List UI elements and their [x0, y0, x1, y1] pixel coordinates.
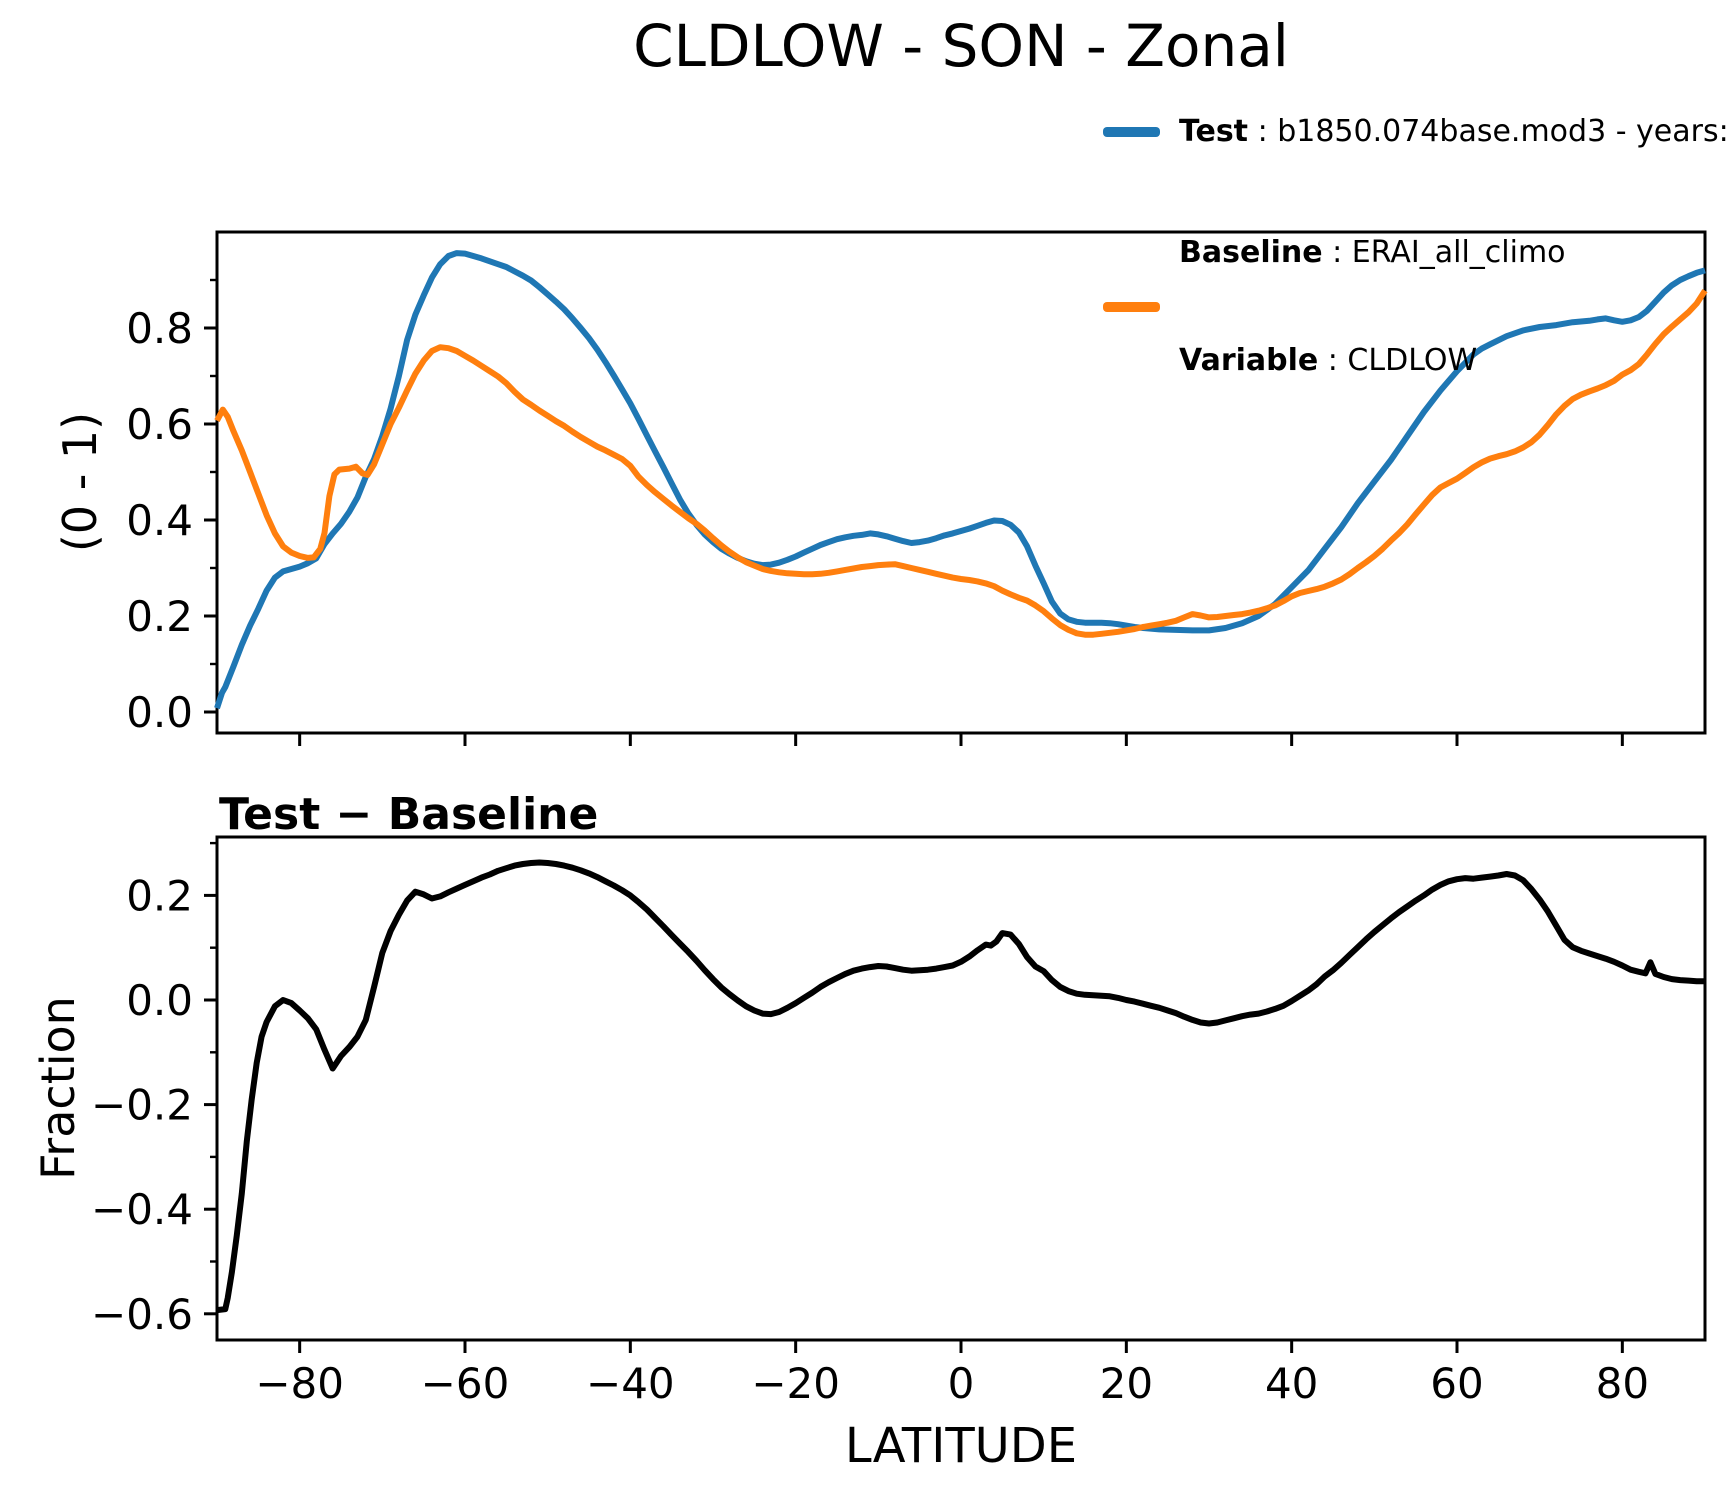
chart-title: CLDLOW - SON - Zonal: [633, 12, 1289, 80]
legend-test-label: Test: [1179, 114, 1249, 149]
x-tick-label: 40: [1265, 1359, 1318, 1408]
x-tick-label: 0: [948, 1359, 975, 1408]
legend-baseline-label: Baseline: [1179, 235, 1323, 270]
x-tick-label: 20: [1100, 1359, 1153, 1408]
legend-variable-label: Variable: [1179, 343, 1319, 378]
top-y-tick-label: 0.2: [126, 592, 193, 641]
legend-row-test: Test : b1850.074base.mod3 - years: 1-10: [1103, 114, 1734, 150]
top-y-axis-label: (0 - 1): [53, 411, 107, 553]
legend-variable-value: : CLDLOW: [1318, 343, 1478, 378]
legend-baseline-entry: Baseline : ERAI_all_climo Variable : CLD…: [1179, 163, 1566, 451]
x-tick-label: −20: [751, 1359, 840, 1408]
diff-line: [216, 859, 1705, 1314]
x-tick-label: −80: [255, 1359, 344, 1408]
legend-variable-line: Variable : CLDLOW: [1179, 343, 1566, 379]
legend-test-value: : b1850.074base.mod3 - years: 1-10: [1257, 114, 1729, 149]
x-tick-label: −40: [586, 1359, 675, 1408]
top-panel: 0.0 0.2 0.4 0.6 0.8: [126, 230, 1708, 746]
bottom-y-axis-label: Fraction: [31, 996, 85, 1180]
bottom-y-tick-label: −0.6: [91, 1290, 193, 1339]
diff-panel-title: Test − Baseline: [219, 789, 599, 840]
legend-baseline-value: : ERAI_all_climo: [1322, 235, 1566, 270]
top-y-tick-label: 0.0: [126, 688, 193, 737]
bottom-y-tick-label: −0.2: [91, 1081, 193, 1130]
x-tick-label: −60: [421, 1359, 510, 1408]
bottom-y-tick-label: 0.0: [126, 976, 193, 1025]
test-line-swatch: [1103, 127, 1160, 137]
bottom-panel-frame: [215, 835, 1707, 1342]
x-tick-label: 60: [1430, 1359, 1483, 1408]
x-axis-label: LATITUDE: [844, 1418, 1078, 1474]
top-y-tick-label: 0.6: [126, 400, 193, 449]
bottom-panel: 0.2 0.0 −0.2 −0.4 −0.6 −80 −60 −40 −20 0 20 40 60 80: [91, 835, 1707, 1408]
legend-baseline-line: Baseline : ERAI_all_climo: [1179, 235, 1566, 271]
baseline-line: [214, 288, 1708, 638]
legend-test-entry: Test : b1850.074base.mod3 - years: 1-10: [1179, 114, 1734, 150]
legend-row-baseline: Baseline : ERAI_all_climo Variable : CLD…: [1103, 163, 1734, 451]
legend: Test : b1850.074base.mod3 - years: 1-10 …: [1103, 114, 1734, 464]
test-line: [214, 250, 1706, 710]
bottom-y-tick-label: −0.4: [91, 1185, 193, 1234]
top-y-tick-label: 0.4: [126, 496, 193, 545]
bottom-y-tick-label: 0.2: [126, 871, 193, 920]
baseline-line-swatch: [1103, 302, 1160, 312]
x-tick-label: 80: [1596, 1359, 1649, 1408]
top-y-tick-label: 0.8: [126, 304, 193, 353]
